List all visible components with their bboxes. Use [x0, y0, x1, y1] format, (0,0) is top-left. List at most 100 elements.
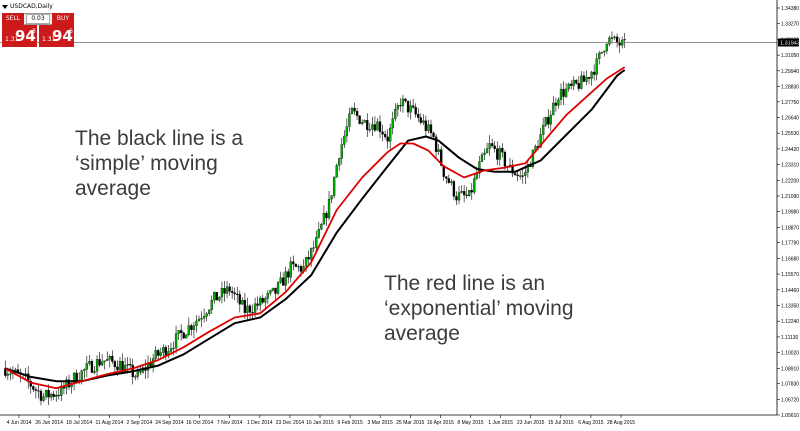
- candle: [113, 359, 117, 372]
- candle: [220, 281, 224, 304]
- candle: [348, 107, 351, 132]
- candle: [225, 281, 229, 299]
- candle: [386, 129, 389, 149]
- candle: [129, 357, 132, 369]
- candle: [575, 79, 578, 85]
- candle: [465, 186, 468, 199]
- collapse-triangle-icon[interactable]: [2, 4, 8, 9]
- candle: [422, 114, 425, 126]
- candle: [213, 291, 216, 304]
- candle: [243, 292, 247, 319]
- candle: [106, 351, 109, 361]
- x-tick-label: 25 Mar 2015: [396, 420, 424, 426]
- candle: [154, 346, 157, 361]
- lot-size-input[interactable]: 0.03: [26, 14, 50, 24]
- x-tick-label: 2 Sep 2014: [127, 420, 153, 426]
- x-tick-label: 16 Apr 2015: [427, 420, 454, 426]
- candle: [491, 138, 494, 148]
- x-tick-label: 1 Dec 2014: [247, 420, 273, 426]
- candle: [100, 354, 104, 367]
- sma-group: [4, 69, 626, 383]
- candle: [396, 102, 399, 117]
- candle: [37, 384, 40, 399]
- y-tick-label: 1.13350: [781, 304, 799, 310]
- candle: [197, 315, 201, 322]
- candle: [151, 353, 155, 373]
- buy-button[interactable]: BUY: [52, 13, 74, 25]
- candle: [381, 124, 384, 142]
- candle: [559, 83, 563, 106]
- x-tick-label: 23 Jun 2015: [517, 420, 545, 426]
- candle: [598, 50, 601, 65]
- sell-price-sup: 3: [32, 28, 36, 35]
- y-tick-label: 1.23310: [781, 163, 799, 169]
- sell-button[interactable]: SELL: [2, 13, 24, 25]
- candle: [167, 345, 170, 359]
- candle: [289, 256, 292, 283]
- candle: [251, 304, 254, 320]
- candle: [618, 37, 621, 53]
- candle: [271, 287, 275, 292]
- y-tick-label: 1.34380: [781, 6, 799, 12]
- candle: [103, 360, 106, 370]
- x-tick-label: 11 Aug 2014: [95, 420, 123, 426]
- candle: [493, 141, 496, 153]
- candle: [462, 184, 466, 203]
- candle: [519, 171, 522, 180]
- sell-price-box[interactable]: 1.31 94 3: [2, 25, 37, 47]
- candle: [50, 392, 53, 401]
- candle: [424, 115, 428, 136]
- candle: [371, 116, 374, 137]
- candle: [406, 100, 410, 118]
- candle: [419, 113, 422, 125]
- y-tick-label: 1.19980: [781, 210, 799, 216]
- candle: [595, 53, 598, 81]
- y-tick-label: 1.11130: [781, 335, 799, 341]
- annotation-simple-ma: The black line is a ‘simple’ moving aver…: [75, 127, 244, 200]
- candle: [552, 96, 555, 116]
- candle: [335, 163, 338, 178]
- candle: [404, 98, 407, 103]
- candle: [307, 250, 310, 265]
- candle: [327, 191, 331, 221]
- candle: [297, 264, 300, 272]
- one-click-trading-panel: USDCAD,Daily SELL 0.03 BUY 1.31 94 3 1.3…: [2, 3, 135, 49]
- candle: [47, 384, 50, 406]
- candle: [417, 107, 420, 122]
- candle: [447, 174, 450, 184]
- candle: [615, 33, 619, 48]
- buy-price-big: 94: [52, 27, 73, 45]
- candle: [136, 366, 139, 380]
- candle: [368, 122, 371, 133]
- x-tick-label: 3 Mar 2015: [368, 420, 394, 426]
- candle: [27, 366, 30, 389]
- x-tick-label: 4 Jun 2014: [7, 420, 32, 426]
- candle: [233, 287, 236, 301]
- x-tick-label: 16 Jan 2015: [306, 420, 334, 426]
- x-tick-label: 18 Jul 2014: [66, 420, 92, 426]
- x-tick-label: 28 Aug 2015: [607, 420, 635, 426]
- ema-group: [4, 66, 626, 390]
- candle: [358, 115, 361, 125]
- sell-price-prefix: 1.31: [5, 36, 19, 43]
- candle: [401, 94, 405, 113]
- candle: [399, 98, 402, 112]
- candle: [42, 393, 45, 403]
- candle: [345, 118, 349, 143]
- candle: [93, 366, 96, 375]
- y-tick-label: 1.25530: [781, 131, 799, 137]
- candle: [98, 351, 101, 368]
- annotation-exponential-ma: The red line is an ‘exponential’ moving …: [384, 272, 574, 345]
- candle: [389, 123, 392, 149]
- candle: [373, 116, 377, 133]
- candle: [496, 141, 499, 166]
- candle: [60, 380, 63, 402]
- buy-price-box[interactable]: 1.31 94 6: [39, 25, 74, 47]
- candle: [55, 390, 58, 402]
- candle: [261, 294, 264, 305]
- candle: [338, 157, 341, 171]
- y-tick-label: 1.29940: [781, 69, 799, 75]
- y-tick-label: 1.08910: [781, 366, 799, 372]
- candle: [284, 266, 287, 292]
